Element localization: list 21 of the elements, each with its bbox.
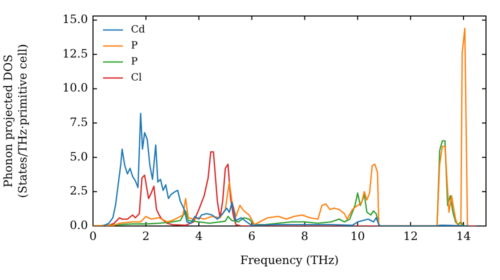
y-tick-label: 15.0 bbox=[62, 12, 88, 26]
legend-label: P bbox=[131, 56, 138, 68]
x-tick-label: 10 bbox=[350, 228, 365, 243]
y-tick-label: 10.0 bbox=[62, 80, 88, 95]
legend-label: P bbox=[131, 40, 138, 52]
x-axis-title: Frequency (THz) bbox=[240, 253, 339, 268]
y-axis-title: Phonon projected DOS (States/THz·primitive cell) bbox=[1, 44, 30, 198]
x-tick-label: 12 bbox=[403, 228, 418, 243]
y-tick-label: 2.5 bbox=[70, 184, 88, 198]
x-tick-label: 8 bbox=[301, 228, 308, 243]
y-tick-label: 0.0 bbox=[70, 218, 88, 232]
x-tick-label: 2 bbox=[142, 228, 150, 243]
x-tick-label: 6 bbox=[248, 228, 256, 243]
y-tick-label: 7.5 bbox=[70, 115, 88, 130]
x-tick-label: 4 bbox=[195, 228, 203, 243]
legend-label: Cd bbox=[131, 24, 146, 36]
legend-label: Cl bbox=[131, 72, 142, 84]
y-tick-label: 12.5 bbox=[62, 46, 88, 60]
x-tick-label: 14 bbox=[456, 228, 471, 243]
x-tick-label: 0 bbox=[89, 228, 97, 243]
y-tick-label: 5.0 bbox=[70, 149, 88, 164]
